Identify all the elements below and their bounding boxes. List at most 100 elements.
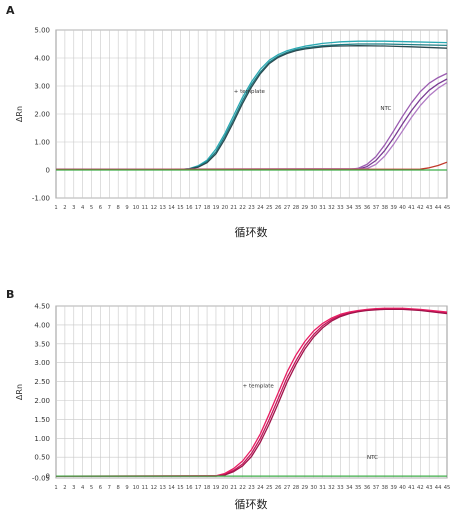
y-axis-label: ΔRn xyxy=(15,106,24,122)
y-tick-label: 3.00 xyxy=(34,359,50,367)
x-tick-label: 9 xyxy=(125,205,128,211)
x-tick-label: 11 xyxy=(142,485,149,491)
x-tick-label: 21 xyxy=(230,205,237,211)
x-tick-label: 21 xyxy=(230,485,237,491)
y-tick-label: 0 xyxy=(46,473,50,481)
y-tick-label: -0.05 xyxy=(32,475,50,483)
x-tick-label: 16 xyxy=(186,205,193,211)
x-tick-label: 26 xyxy=(275,485,282,491)
x-tick-label: 5 xyxy=(90,205,93,211)
x-tick-label: 35 xyxy=(355,485,362,491)
x-tick-label: 2 xyxy=(63,205,66,211)
x-tick-label: 19 xyxy=(213,205,220,211)
chart-annotation: NTC xyxy=(380,106,391,112)
x-tick-label: 30 xyxy=(310,485,317,491)
x-tick-label: 4 xyxy=(81,485,85,491)
x-tick-label: 28 xyxy=(293,205,300,211)
x-tick-label: 23 xyxy=(248,205,255,211)
series-line xyxy=(56,43,448,171)
y-tick-label: 5.00 xyxy=(34,27,50,35)
y-tick-label: 4.00 xyxy=(34,321,50,329)
x-tick-label: 37 xyxy=(373,485,380,491)
y-tick-label: 2.50 xyxy=(34,378,50,386)
x-tick-label: 9 xyxy=(125,485,128,491)
x-tick-label: 29 xyxy=(302,205,309,211)
y-tick-label: 3.50 xyxy=(34,340,50,348)
x-tick-label: 24 xyxy=(257,485,264,491)
x-tick-label: 15 xyxy=(177,485,184,491)
x-tick-label: 43 xyxy=(426,205,433,211)
x-tick-label: 45 xyxy=(444,485,451,491)
x-tick-label: 24 xyxy=(257,205,264,211)
x-tick-label: 44 xyxy=(435,485,442,491)
series-line xyxy=(56,308,448,477)
x-tick-label: 29 xyxy=(302,485,309,491)
y-tick-label: 2.00 xyxy=(34,397,50,405)
x-tick-label: 3 xyxy=(72,205,75,211)
x-tick-label: 30 xyxy=(310,205,317,211)
series-line xyxy=(55,307,448,477)
x-tick-label: 33 xyxy=(337,205,344,211)
x-tick-label: 32 xyxy=(328,205,335,211)
y-axis-label: ΔRn xyxy=(15,384,24,400)
chart-annotation: + template xyxy=(234,89,266,95)
x-tick-label: 6 xyxy=(99,205,102,211)
x-tick-label: 45 xyxy=(444,205,451,211)
x-tick-label: 38 xyxy=(381,485,388,491)
x-tick-label: 12 xyxy=(150,205,157,211)
x-tick-label: 25 xyxy=(266,485,273,491)
panel-label: B xyxy=(6,288,14,301)
x-tick-label: 40 xyxy=(399,485,406,491)
x-tick-label: 11 xyxy=(142,205,149,211)
x-tick-label: 22 xyxy=(239,485,246,491)
panel-label: A xyxy=(6,4,15,17)
y-tick-label: 4.50 xyxy=(34,303,50,311)
x-tick-label: 10 xyxy=(133,485,140,491)
y-tick-label: 2.00 xyxy=(34,111,50,119)
series-line xyxy=(55,82,448,171)
y-tick-label: -1.00 xyxy=(32,195,50,203)
x-tick-label: 14 xyxy=(168,205,175,211)
x-tick-label: 42 xyxy=(417,205,424,211)
x-tick-label: 23 xyxy=(248,485,255,491)
x-tick-label: 27 xyxy=(284,205,291,211)
x-tick-label: 34 xyxy=(346,485,353,491)
y-tick-label: 1.00 xyxy=(34,435,50,443)
x-tick-label: 43 xyxy=(426,485,433,491)
x-tick-label: 28 xyxy=(293,485,300,491)
series-line xyxy=(55,78,448,171)
chart-panel-a: A1 2 3 4 5 6 7 8 9 10 11 12 13 14 15 16 17 18 19 20 21 22 23 24… xyxy=(6,4,450,239)
x-tick-label: 20 xyxy=(222,205,229,211)
x-tick-label: 7 xyxy=(108,485,111,491)
x-tick-label: 7 xyxy=(108,205,111,211)
x-tick-label: 8 xyxy=(117,485,120,491)
y-tick-label: 4.00 xyxy=(34,55,50,63)
x-tick-label: 13 xyxy=(159,485,166,491)
x-tick-label: 6 xyxy=(99,485,102,491)
x-tick-label: 41 xyxy=(408,205,415,211)
x-axis-label: 循环数 xyxy=(235,226,268,239)
x-tick-label: 37 xyxy=(373,205,380,211)
x-tick-label: 14 xyxy=(168,485,175,491)
y-tick-label: 0.50 xyxy=(34,454,50,462)
x-tick-label: 10 xyxy=(133,205,140,211)
x-tick-label: 5 xyxy=(90,485,93,491)
x-tick-label: 8 xyxy=(117,205,120,211)
x-tick-label: 1 xyxy=(54,205,57,211)
x-tick-label: 41 xyxy=(408,485,415,491)
x-tick-label: 36 xyxy=(364,205,371,211)
x-tick-label: 20 xyxy=(222,485,229,491)
x-tick-label: 36 xyxy=(364,485,371,491)
series-line xyxy=(55,161,448,171)
x-tick-label: 44 xyxy=(435,205,442,211)
x-tick-label: 26 xyxy=(275,205,282,211)
y-tick-label: 1.00 xyxy=(34,139,50,147)
series-line xyxy=(56,40,448,171)
x-tick-label: 12 xyxy=(150,485,157,491)
x-tick-label: 2 xyxy=(63,485,66,491)
chart-annotation: NTC xyxy=(367,455,378,461)
x-tick-label: 1 xyxy=(54,485,57,491)
x-tick-label: 3 xyxy=(72,485,75,491)
x-tick-label: 31 xyxy=(319,485,326,491)
x-tick-label: 38 xyxy=(381,205,388,211)
